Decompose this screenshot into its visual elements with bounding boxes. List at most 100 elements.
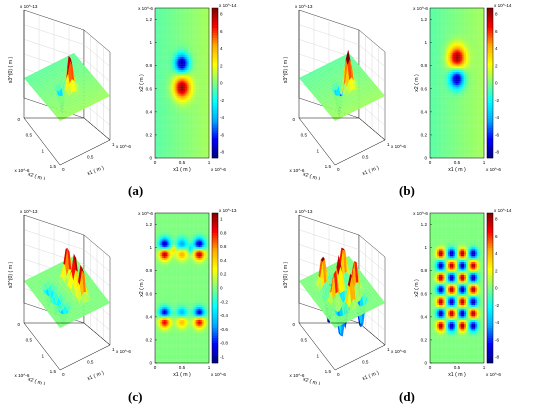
field-map-cell [460, 32, 463, 35]
field-map-cell [162, 156, 165, 159]
field-map-cell [180, 128, 183, 131]
field-map-cell [458, 21, 461, 24]
surface-patch [314, 68, 319, 72]
field-map-cell [194, 8, 197, 11]
field-map-cell [196, 41, 199, 44]
colorbar-segment [212, 88, 218, 91]
field-map-cell [203, 144, 206, 147]
field-map-cell [198, 75, 201, 78]
field-map-cell [455, 114, 458, 117]
colorbar-segment [212, 103, 218, 106]
field-map-cell [164, 53, 166, 56]
field-map-cell [451, 105, 454, 108]
field-map-cell [185, 144, 188, 147]
surface-patch [327, 65, 332, 69]
field-map-cell [171, 84, 174, 87]
surface-patch [54, 109, 58, 112]
surface-patch [345, 49, 350, 66]
surface-patch [97, 98, 101, 102]
surface-patch [54, 67, 59, 71]
field-map-cell [462, 152, 465, 155]
field-map-cell [451, 8, 454, 11]
surface-patch [101, 88, 106, 92]
surface-patch [80, 90, 85, 94]
field-map-cell [176, 129, 179, 132]
field-map-cell [201, 79, 204, 82]
field-map-cell [431, 21, 434, 24]
field-map-cell [455, 96, 458, 99]
field-map-cell [457, 66, 459, 69]
colorbar-segment [212, 133, 218, 136]
field-map-cell [169, 156, 172, 159]
field-map-cell [449, 75, 452, 78]
field-map-cell [198, 154, 201, 157]
field-map-cell [191, 64, 193, 67]
field-map-cell [192, 156, 195, 159]
field-map-cell [169, 150, 172, 153]
surface-patch [76, 108, 81, 112]
surface-patch [338, 112, 343, 116]
field-map-cell [442, 34, 445, 37]
field-map-cell [455, 49, 458, 52]
field-map-cell [165, 66, 168, 69]
field-map-cell [462, 148, 465, 151]
field-map-cell [449, 128, 452, 131]
field-map-cell [451, 152, 454, 155]
field-map-cell [431, 77, 434, 80]
field-map-cell [433, 88, 436, 91]
field-map-cell [169, 15, 172, 18]
field-map-cell [203, 17, 206, 20]
field-map-cell [165, 23, 168, 26]
field-map-cell [178, 101, 181, 104]
surface-patch [39, 68, 44, 72]
colorbar-segment [212, 100, 218, 104]
field-map-cell [160, 26, 163, 29]
field-map-cell [189, 28, 192, 31]
field-map-cell [189, 109, 192, 112]
field-map-cell [162, 141, 165, 144]
field-map-cell [178, 77, 181, 80]
colorbar-segment [212, 105, 218, 109]
field-map-cell [451, 148, 454, 151]
field-map-cell [160, 107, 163, 110]
field-map-cell [174, 51, 177, 54]
field-map-cell [433, 71, 436, 74]
colorbar-segment [212, 50, 218, 54]
surface-patch [299, 76, 303, 80]
field-map-cell [446, 129, 449, 132]
field-map-cell [180, 58, 183, 61]
field-map-cell [174, 38, 177, 41]
surface-patch [314, 72, 319, 76]
field-map-cell [433, 23, 436, 26]
field-map-cell [446, 146, 449, 149]
field-map-cell [176, 99, 179, 102]
field-map-cell [167, 154, 170, 157]
field-map-cell [191, 51, 193, 54]
field-map-cell [453, 79, 456, 82]
field-map-cell [449, 68, 452, 71]
field-map-cell [194, 24, 197, 27]
field-map-cell [156, 86, 159, 89]
field-map-cell [173, 32, 175, 35]
field-map-cell [455, 103, 458, 106]
field-map-cell [164, 150, 166, 153]
surface-patch [71, 53, 76, 57]
field-map-cell [198, 148, 201, 151]
field-map-cell [446, 116, 449, 119]
field-map-cell [439, 9, 441, 12]
field-map-cell [207, 13, 210, 16]
field-map-cell [446, 152, 449, 155]
field-map-cell [458, 11, 461, 14]
field-map-cell [460, 114, 463, 117]
field-map-cell [458, 107, 461, 110]
field-map-cell [430, 28, 432, 31]
surface-patch [331, 96, 336, 100]
field-map-cell [439, 68, 441, 71]
field-map-cell [194, 26, 197, 29]
field-map-cell [431, 81, 434, 84]
field-map-cell [453, 83, 456, 86]
surface-patch [76, 62, 80, 65]
field-map-cell [189, 30, 192, 33]
field-map-cell [439, 152, 441, 155]
field-map-cell [174, 146, 177, 149]
